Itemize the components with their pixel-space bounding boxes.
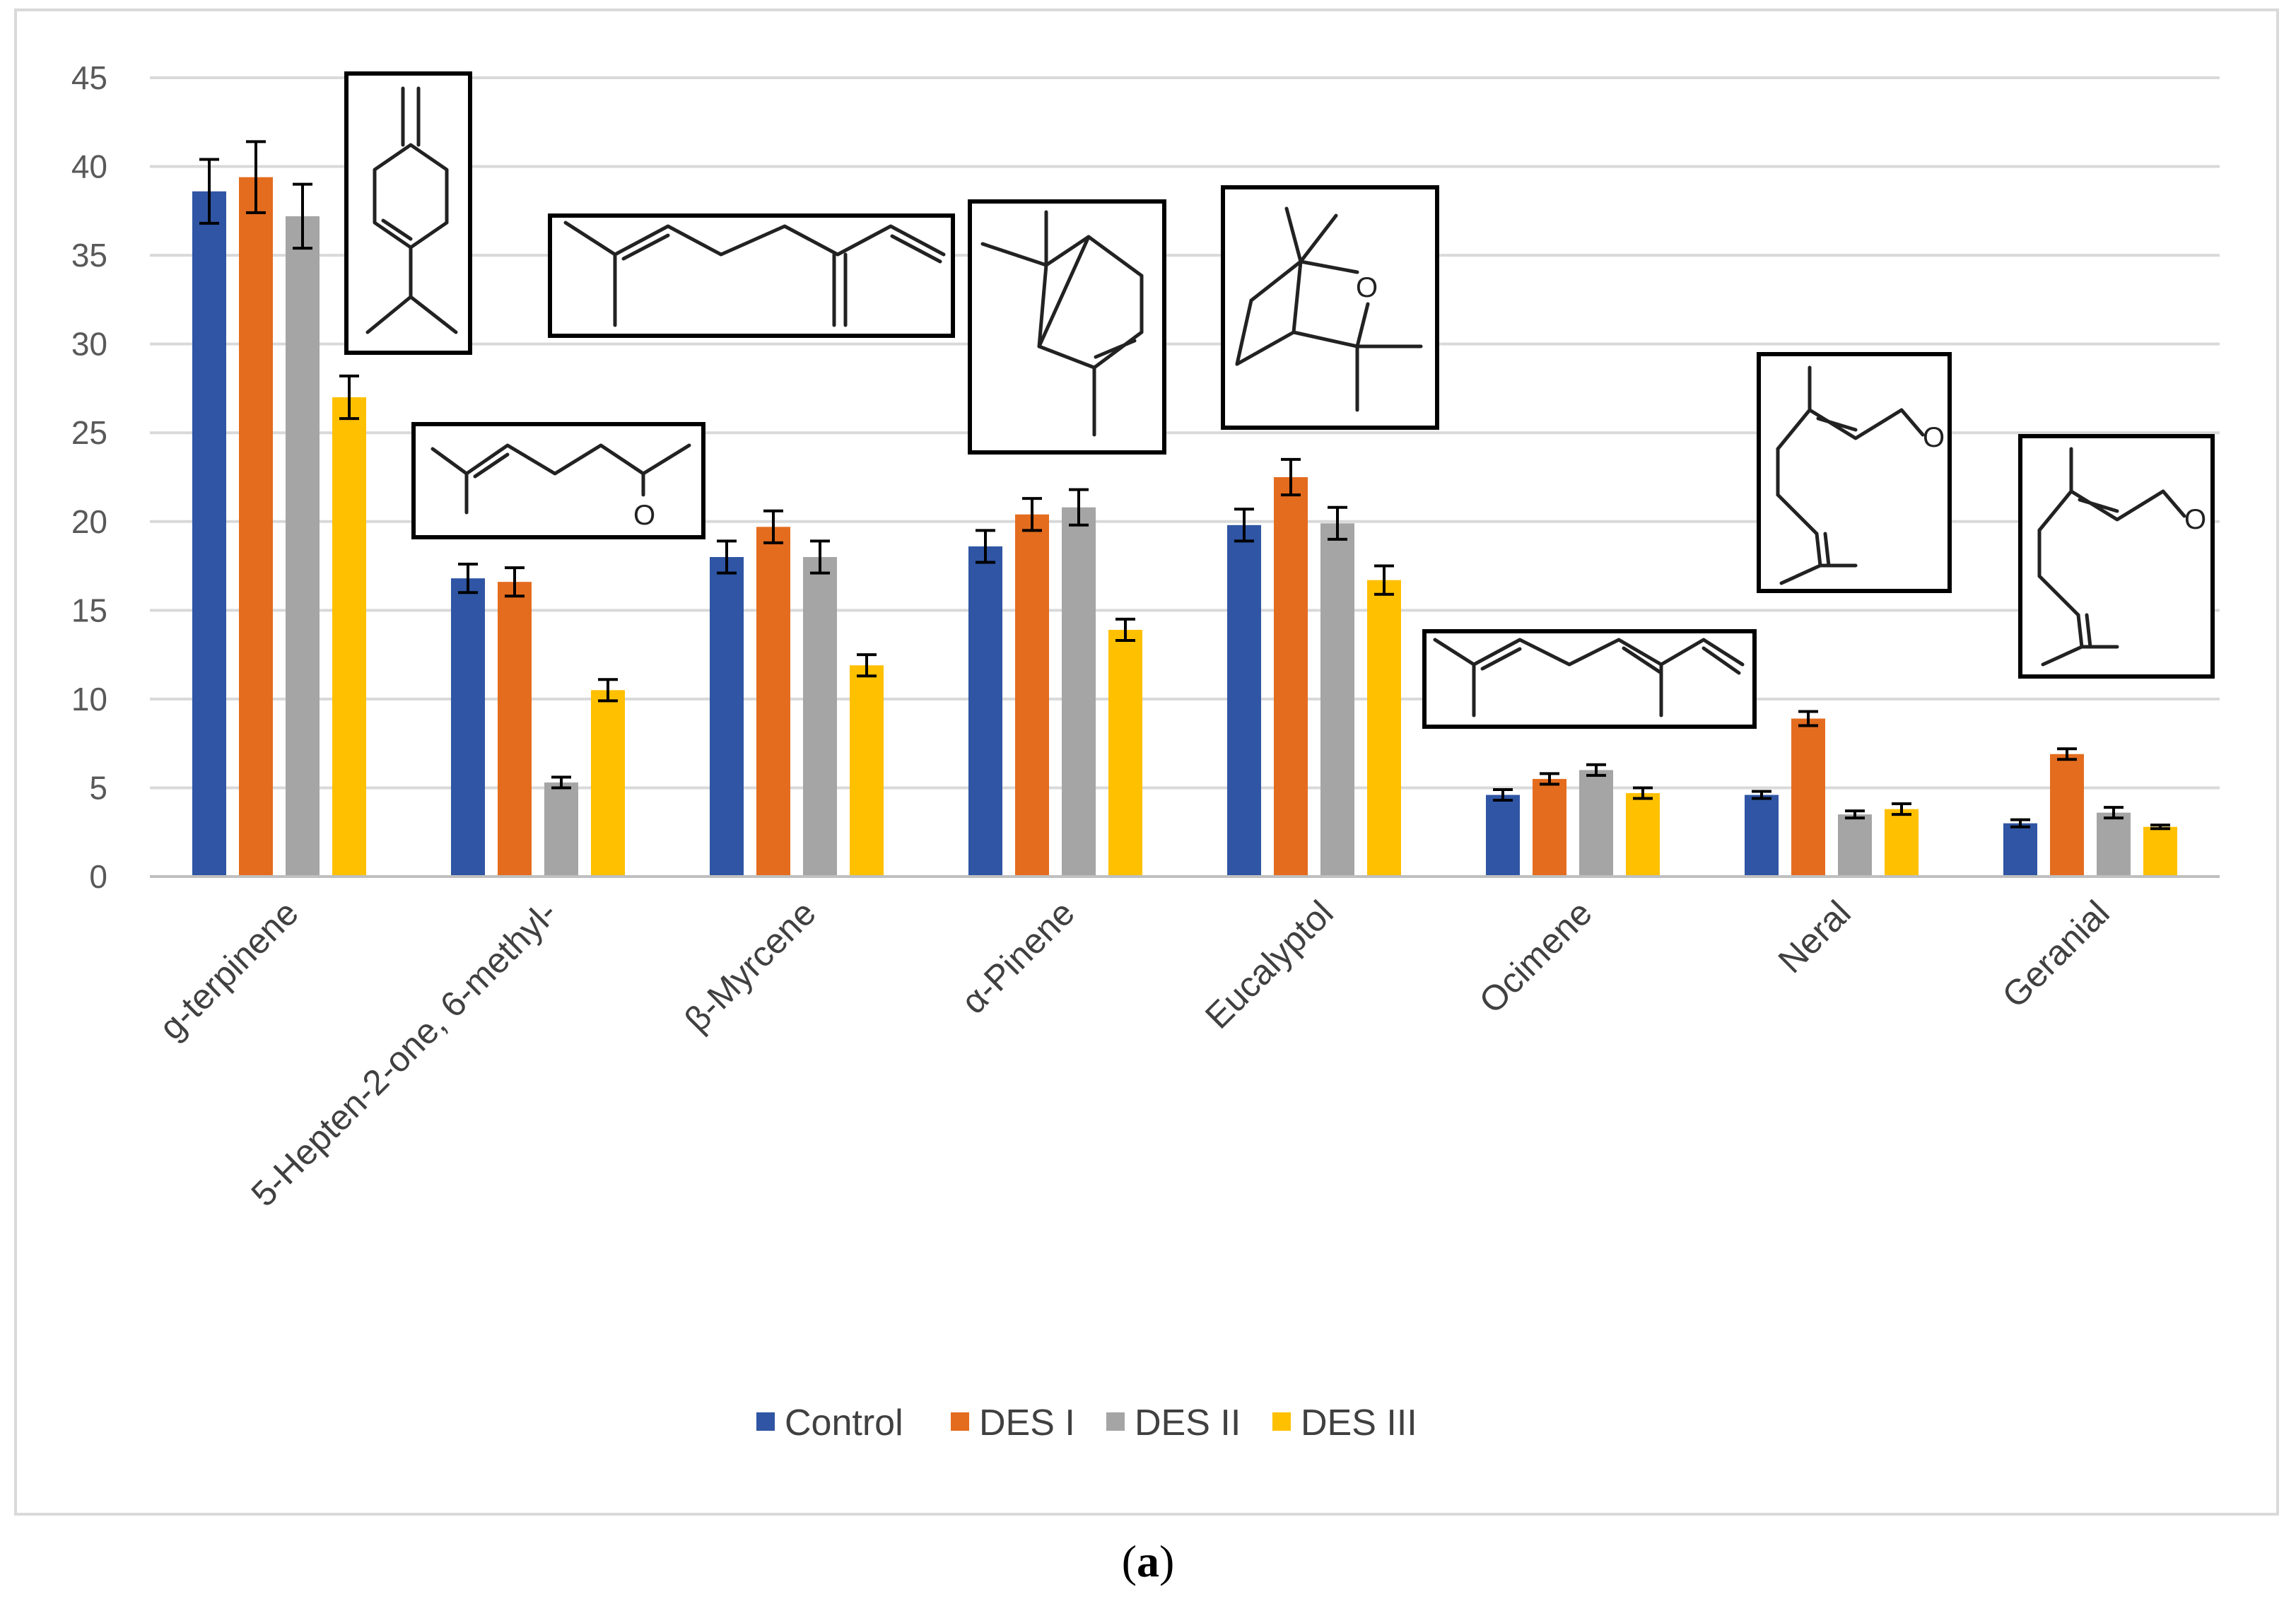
- bar: [1274, 477, 1308, 877]
- y-axis-tick-labels: 0 5 10 15 20 25 30 35 40 45: [71, 59, 107, 895]
- legend-label: DES III: [1301, 1402, 1417, 1443]
- bar: [1062, 507, 1096, 877]
- error-bars: [199, 140, 2170, 831]
- bar: [850, 665, 884, 877]
- bar: [544, 782, 578, 877]
- y-tick-label: 0: [89, 858, 107, 895]
- structure-geranial: O: [2018, 434, 2215, 679]
- bar: [2003, 823, 2037, 877]
- caption-letter: a: [1137, 1536, 1159, 1586]
- bar: [1838, 814, 1872, 877]
- y-tick-label: 10: [71, 681, 107, 718]
- bar: [1533, 778, 1566, 877]
- bar: [968, 546, 1002, 877]
- bar: [756, 527, 790, 877]
- bar: [2143, 826, 2177, 877]
- bar: [1745, 795, 1779, 877]
- bar: [1885, 809, 1919, 877]
- legend: Control DES I DES II DES III: [756, 1402, 1417, 1443]
- legend-swatch: [951, 1412, 969, 1431]
- bar: [192, 191, 226, 877]
- structure-atom-label: O: [2184, 504, 2206, 535]
- legend-label: DES II: [1135, 1402, 1241, 1443]
- legend-label: DES I: [979, 1402, 1075, 1443]
- structure-atom-label: O: [633, 500, 655, 531]
- bar: [332, 397, 366, 877]
- bar: [591, 690, 625, 877]
- y-tick-label: 35: [71, 237, 107, 274]
- bar: [803, 557, 837, 877]
- y-tick-label: 30: [71, 326, 107, 363]
- structure-5-hepten-2-one: O: [411, 422, 705, 539]
- legend-swatch: [756, 1412, 775, 1431]
- bar: [451, 578, 485, 877]
- structure-atom-label: O: [1923, 422, 1945, 453]
- bar: [1626, 792, 1660, 877]
- bar: [498, 582, 532, 877]
- bar: [1579, 770, 1613, 877]
- y-tick-label: 15: [71, 592, 107, 628]
- bar: [710, 557, 744, 877]
- structure-eucalyptol: O: [1221, 185, 1439, 430]
- structure-a-pinene: [968, 199, 1166, 455]
- figure-caption: (a): [1122, 1536, 1175, 1586]
- legend-label: Control: [785, 1402, 903, 1443]
- legend-swatch: [1272, 1412, 1291, 1431]
- structure-neral: O: [1757, 352, 1952, 593]
- bar: [1320, 523, 1354, 877]
- structure-b-myrcene: [548, 213, 955, 338]
- legend-swatch: [1106, 1412, 1125, 1431]
- gridlines: [150, 76, 2220, 790]
- y-tick-label: 40: [71, 148, 107, 185]
- bar: [2050, 754, 2084, 877]
- bar: [1486, 795, 1520, 877]
- bar: [239, 177, 273, 877]
- structure-g-terpinene: [344, 71, 472, 355]
- structure-atom-label: O: [1356, 272, 1378, 303]
- bar: [2097, 812, 2131, 877]
- bar: [286, 216, 320, 877]
- caption-open-paren: (: [1122, 1536, 1137, 1586]
- y-tick-label: 45: [71, 59, 107, 96]
- bar: [1015, 514, 1049, 877]
- bar: [1227, 525, 1261, 877]
- bar: [1791, 718, 1825, 877]
- bar: [1108, 629, 1142, 877]
- y-tick-label: 25: [71, 414, 107, 451]
- y-tick-label: 20: [71, 503, 107, 540]
- bar: [1367, 580, 1401, 877]
- bars: [192, 177, 2177, 877]
- y-tick-label: 5: [89, 769, 107, 806]
- caption-close-paren: ): [1159, 1536, 1174, 1586]
- structure-ocimene: [1422, 629, 1757, 729]
